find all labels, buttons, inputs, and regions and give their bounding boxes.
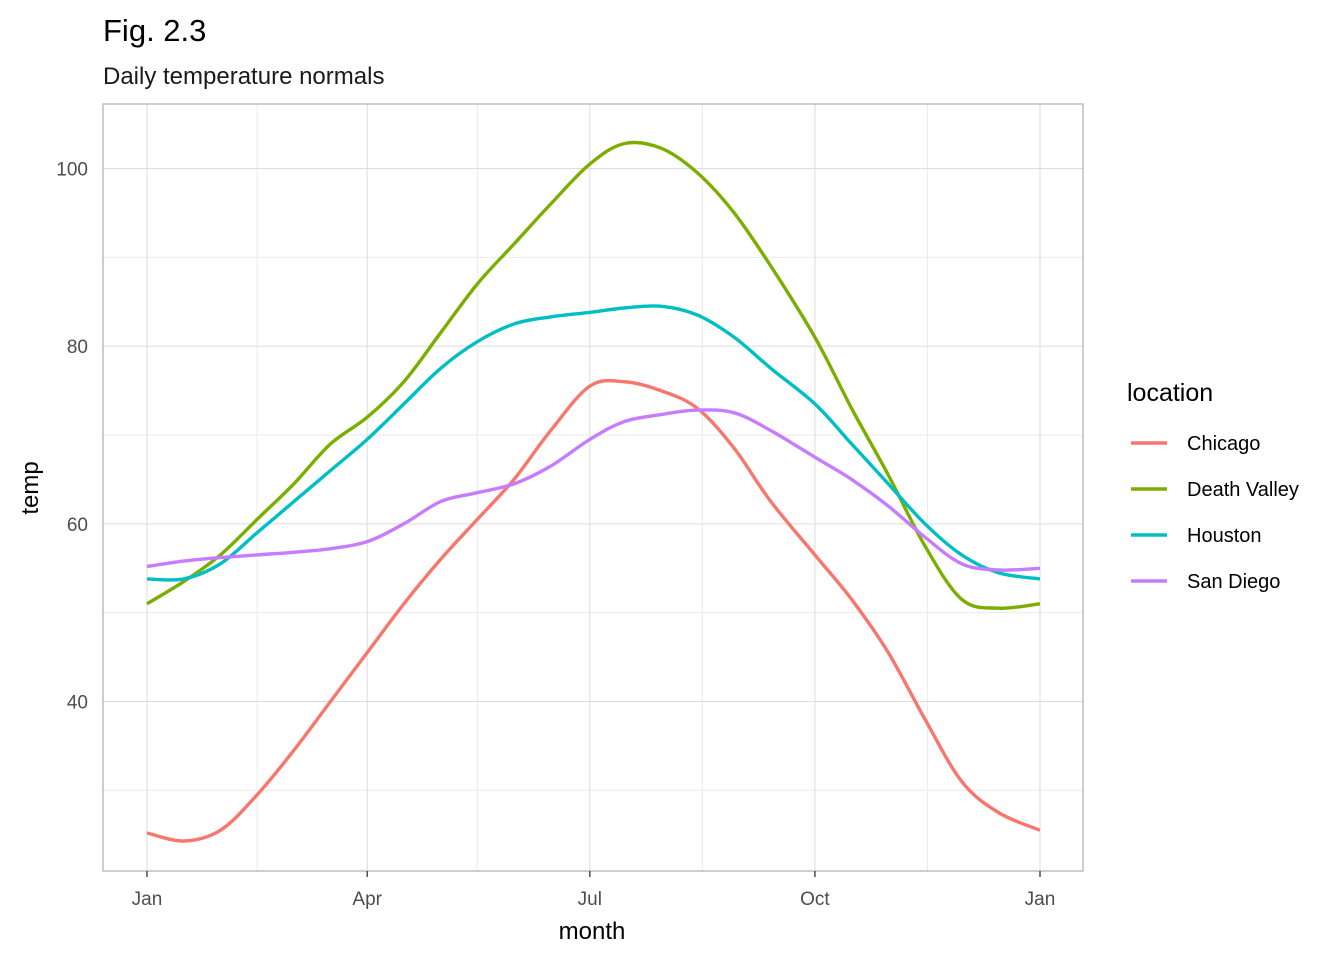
x-tick-label: Apr xyxy=(352,889,382,910)
x-tick-label: Oct xyxy=(800,889,830,910)
legend-label-san-diego: San Diego xyxy=(1187,571,1280,593)
y-tick-label: 40 xyxy=(67,693,88,714)
series-line-chicago xyxy=(146,378,1041,843)
series-lines xyxy=(146,140,1041,843)
legend-title: location xyxy=(1127,379,1213,407)
grid xyxy=(103,104,1083,871)
y-axis-title: temp xyxy=(17,461,44,514)
chart-title: Fig. 2.3 xyxy=(103,13,206,48)
y-tick-label: 80 xyxy=(67,337,88,358)
y-tick-label: 100 xyxy=(56,160,88,181)
legend: location Chicago Death Valley Houston San D… xyxy=(1127,379,1299,593)
x-tick-label: Jan xyxy=(1025,889,1056,910)
axes: 40 60 80 100 Jan Apr Jul Oct Jan xyxy=(56,160,1055,911)
legend-label-chicago: Chicago xyxy=(1187,433,1260,455)
panel-border xyxy=(102,103,1084,872)
series-line-death-valley xyxy=(146,140,1041,610)
series-line-san-diego xyxy=(146,408,1041,572)
chart-subtitle: Daily temperature normals xyxy=(103,63,384,90)
legend-label-death-valley: Death Valley xyxy=(1187,479,1299,501)
y-tick-label: 60 xyxy=(67,515,88,536)
x-tick-label: Jul xyxy=(578,889,602,910)
x-axis-title: month xyxy=(559,918,626,945)
series-line-houston xyxy=(146,304,1041,582)
x-tick-label: Jan xyxy=(132,889,163,910)
legend-label-houston: Houston xyxy=(1187,525,1262,547)
